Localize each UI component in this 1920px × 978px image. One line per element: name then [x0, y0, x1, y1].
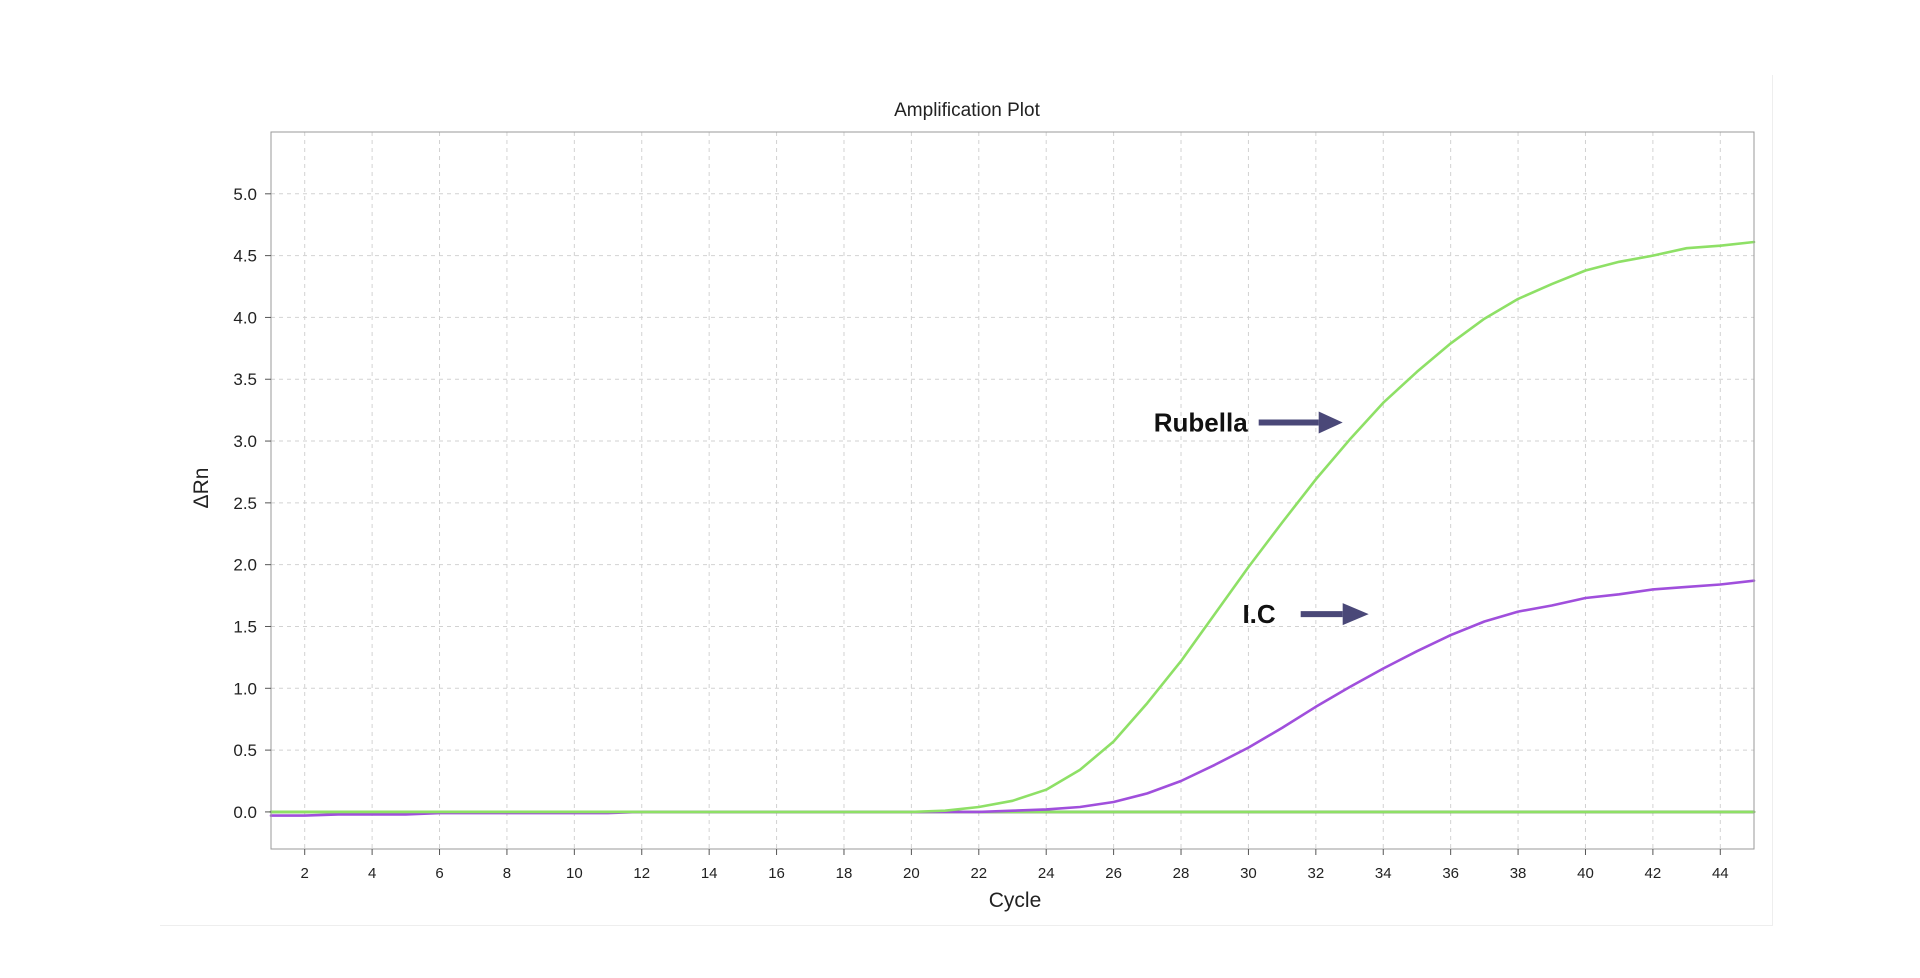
chart-title: Amplification Plot — [894, 100, 1040, 121]
gridlines — [271, 132, 1754, 849]
x-tick-label: 20 — [903, 865, 920, 882]
plot-area-frame — [270, 131, 1755, 850]
x-tick-label: 6 — [435, 865, 443, 882]
y-axis-ticks: 0.0 0.5 1.0 1.5 2.0 2.5 3.0 3.5 4.0 4.5 5.0 — [233, 185, 271, 822]
y-tick-label: 0.5 — [233, 741, 257, 760]
annotation-label: Rubella — [1154, 408, 1248, 438]
x-tick-label: 36 — [1442, 865, 1459, 882]
x-tick-label: 28 — [1173, 865, 1190, 882]
series-line-1 — [269, 579, 1756, 817]
x-tick-label: 38 — [1510, 865, 1527, 882]
x-tick-label: 12 — [633, 865, 650, 882]
x-tick-label: 34 — [1375, 865, 1392, 882]
x-tick-label: 24 — [1038, 865, 1055, 882]
amplification-plot-chart: Amplification Plot 2 4 6 8 10 12 14 16 18 20 22 24 2… — [190, 100, 1756, 912]
x-tick-label: 18 — [836, 865, 853, 882]
y-axis-label: ΔRn — [190, 468, 213, 509]
y-tick-label: 4.5 — [233, 247, 257, 266]
y-tick-label: 4.0 — [233, 308, 257, 327]
x-tick-label: 8 — [503, 865, 511, 882]
x-tick-label: 2 — [301, 865, 309, 882]
chart-panel: Amplification Plot 2 4 6 8 10 12 14 16 18 20 22 24 2… — [160, 75, 1773, 926]
x-tick-label: 14 — [701, 865, 718, 882]
x-tick-label: 32 — [1307, 865, 1324, 882]
x-tick-label: 40 — [1577, 865, 1594, 882]
y-tick-label: 2.5 — [233, 494, 257, 513]
annotations: Rubella I.C — [1154, 408, 1369, 629]
x-tick-label: 30 — [1240, 865, 1257, 882]
series-line-0 — [269, 240, 1756, 814]
x-tick-label: 22 — [970, 865, 987, 882]
y-tick-label: 1.5 — [233, 617, 257, 636]
y-tick-label: 3.5 — [233, 370, 257, 389]
x-tick-label: 26 — [1105, 865, 1122, 882]
x-tick-label: 10 — [566, 865, 583, 882]
x-axis-ticks: 2 4 6 8 10 12 14 16 18 20 22 24 26 28 30 32 34 36 38 40 42 44 — [301, 849, 1729, 882]
annotation-arrow-icon — [1318, 411, 1343, 434]
x-tick-label: 16 — [768, 865, 785, 882]
series-lines — [269, 240, 1756, 817]
x-tick-label: 44 — [1712, 865, 1729, 882]
y-tick-label: 1.0 — [233, 679, 257, 698]
x-tick-label: 4 — [368, 865, 376, 882]
x-tick-label: 42 — [1645, 865, 1662, 882]
x-axis-label: Cycle — [989, 889, 1042, 912]
annotation-label: I.C — [1242, 599, 1275, 629]
y-tick-label: 5.0 — [233, 185, 257, 204]
y-tick-label: 2.0 — [233, 556, 257, 575]
annotation-arrow-icon — [1342, 603, 1369, 626]
y-tick-label: 0.0 — [233, 803, 257, 822]
y-tick-label: 3.0 — [233, 432, 257, 451]
